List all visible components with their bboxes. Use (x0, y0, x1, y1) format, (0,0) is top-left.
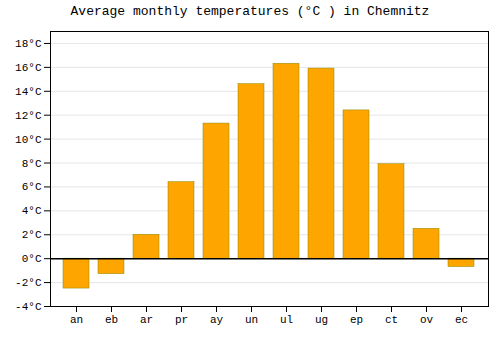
html-text:Average monthly temperatures (: Average monthly temperatures (°C ) in Ch… (70, 4, 430, 19)
svg-text:-4°C: -4°C (15, 301, 42, 313)
svg-text:6°C: 6°C (22, 181, 42, 193)
svg-text:ul: ul (280, 314, 293, 326)
svg-text:ay: ay (210, 314, 224, 326)
svg-text:ar: ar (140, 314, 153, 326)
svg-text:12°C: 12°C (15, 110, 42, 122)
svg-text:4°C: 4°C (22, 205, 42, 217)
svg-text:ug: ug (315, 314, 328, 326)
svg-text:eb: eb (105, 314, 118, 326)
svg-text:8°C: 8°C (22, 158, 42, 170)
svg-text:an: an (70, 314, 83, 326)
svg-text:2°C: 2°C (22, 229, 42, 241)
svg-text:ov: ov (420, 314, 434, 326)
svg-text:-2°C: -2°C (15, 277, 42, 289)
svg-text:0°C: 0°C (22, 253, 42, 265)
svg-text:18°C: 18°C (15, 38, 42, 50)
svg-text:un: un (245, 314, 258, 326)
svg-text:10°C: 10°C (15, 134, 42, 146)
svg-text:ct: ct (385, 314, 398, 326)
svg-text:pr: pr (175, 314, 188, 326)
svg-text:14°C: 14°C (15, 86, 42, 98)
svg-text:ep: ep (350, 314, 363, 326)
svg-text:16°C: 16°C (15, 62, 42, 74)
svg-text:ec: ec (455, 314, 468, 326)
